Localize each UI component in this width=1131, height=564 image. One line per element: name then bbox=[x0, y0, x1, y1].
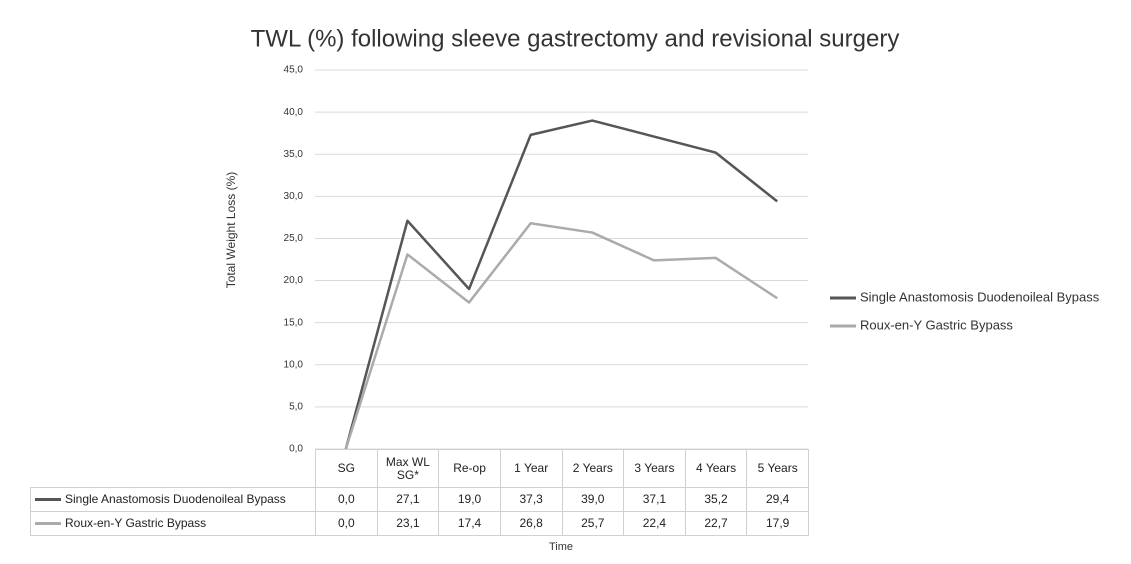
legend-label: Roux-en-Y Gastric Bypass bbox=[860, 317, 1013, 332]
y-tick-label: 10,0 bbox=[284, 359, 304, 370]
table-value: 23,1 bbox=[376, 511, 440, 536]
table-header-cell: 5 Years bbox=[746, 449, 809, 488]
y-axis-label: Total Weight Loss (%) bbox=[224, 172, 238, 289]
table-header-cell: 3 Years bbox=[623, 449, 686, 488]
table-header-cell: Max WL SG* bbox=[376, 449, 440, 488]
table-value: 22,4 bbox=[623, 511, 686, 536]
table-row-label: Roux-en-Y Gastric Bypass bbox=[30, 511, 316, 536]
legend-key bbox=[35, 498, 61, 501]
table-value: 25,7 bbox=[561, 511, 625, 536]
legend-key bbox=[35, 522, 61, 525]
y-tick-label: 35,0 bbox=[284, 149, 304, 160]
table-value: 26,8 bbox=[499, 511, 563, 536]
table-row-label: Single Anastomosis Duodenoileal Bypass bbox=[30, 487, 316, 512]
legend-label: Single Anastomosis Duodenoileal Bypass bbox=[860, 289, 1100, 304]
y-tick-label: 0,0 bbox=[289, 444, 303, 455]
y-tick-label: 20,0 bbox=[284, 275, 304, 286]
table-value: 22,7 bbox=[684, 511, 748, 536]
chart-title: TWL (%) following sleeve gastrectomy and… bbox=[251, 25, 900, 52]
table-value: 39,0 bbox=[561, 487, 625, 512]
table-header-cell: Re-op bbox=[438, 449, 501, 488]
table-value: 35,2 bbox=[684, 487, 748, 512]
table-value: 17,9 bbox=[746, 511, 809, 536]
table-header-cell: SG bbox=[315, 449, 378, 488]
y-tick-label: 40,0 bbox=[284, 107, 304, 118]
table-header-cell: 2 Years bbox=[561, 449, 625, 488]
series-name: Single Anastomosis Duodenoileal Bypass bbox=[65, 492, 286, 506]
table-header-cell: 4 Years bbox=[684, 449, 748, 488]
y-tick-label: 25,0 bbox=[284, 233, 304, 244]
series-name: Roux-en-Y Gastric Bypass bbox=[65, 516, 207, 530]
y-tick-label: 15,0 bbox=[284, 317, 304, 328]
table-value: 19,0 bbox=[438, 487, 501, 512]
table-value: 0,0 bbox=[315, 511, 378, 536]
y-tick-label: 5,0 bbox=[289, 402, 303, 413]
y-tick-label: 45,0 bbox=[284, 65, 304, 76]
table-header-cell: 1 Year bbox=[499, 449, 563, 488]
table-value: 29,4 bbox=[746, 487, 809, 512]
y-tick-label: 30,0 bbox=[284, 191, 304, 202]
table-value: 27,1 bbox=[376, 487, 440, 512]
table-value: 37,1 bbox=[623, 487, 686, 512]
table-value: 0,0 bbox=[315, 487, 378, 512]
x-axis-label: Time bbox=[549, 541, 573, 553]
series-line bbox=[344, 222, 778, 450]
series-line bbox=[344, 119, 778, 450]
table-value: 17,4 bbox=[438, 511, 501, 536]
table-value: 37,3 bbox=[499, 487, 563, 512]
